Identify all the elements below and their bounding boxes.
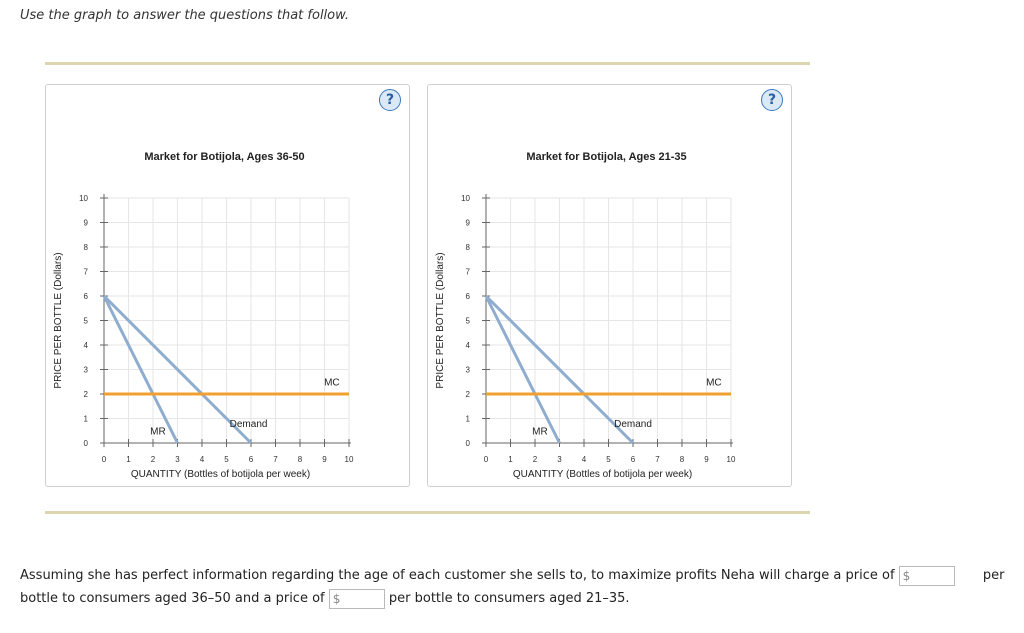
x-tick-label: 6 [249, 455, 254, 464]
x-tick-label: 0 [102, 455, 107, 464]
chart-title: Market for Botijola, Ages 21-35 [526, 151, 686, 163]
x-tick-label: 9 [322, 455, 327, 464]
x-tick-label: 4 [200, 455, 205, 464]
x-tick-label: 8 [680, 455, 685, 464]
x-axis-label: QUANTITY (Bottles of botijola per week) [131, 469, 310, 480]
y-tick-label: 3 [466, 366, 471, 375]
y-tick-label: 8 [466, 243, 471, 252]
chart-panel-ages-21-35: ? Market for Botijola, Ages 21-35 0 1 2 3 4 5 6… [427, 84, 792, 487]
x-tick-label: 1 [126, 455, 131, 464]
x-tick-label: 5 [224, 455, 229, 464]
question-part-4: per bottle to consumers aged 21–35. [388, 591, 630, 606]
y-tick-label: 10 [461, 194, 470, 203]
y-tick-label: 4 [84, 341, 89, 350]
demand-label: Demand [230, 419, 268, 430]
currency-symbol: $ [902, 568, 911, 583]
mr-line [484, 295, 561, 444]
x-tick-label: 8 [298, 455, 303, 464]
mr-label: MR [150, 426, 166, 437]
chart-ages-36-50[interactable]: Market for Botijola, Ages 36-50 0 1 2 3 4 5 6 7 8… [46, 85, 409, 486]
y-tick-label: 7 [466, 268, 471, 277]
y-tick-label: 5 [466, 317, 471, 326]
price-input-ages-36-50[interactable]: $ [898, 565, 955, 586]
y-tick-label: 1 [84, 415, 89, 424]
x-tick-label: 9 [704, 455, 709, 464]
y-tick-label: 0 [466, 439, 471, 448]
y-tick-label: 9 [84, 219, 89, 228]
mc-label: MC [324, 377, 340, 388]
x-tick-label: 10 [727, 455, 736, 464]
x-tick-label: 5 [606, 455, 611, 464]
x-tick-label: 7 [273, 455, 278, 464]
mc-label: MC [706, 377, 722, 388]
y-tick-label: 10 [79, 194, 88, 203]
x-tick-label: 10 [345, 455, 354, 464]
y-tick-label: 8 [84, 243, 89, 252]
price-field-ages-21-35[interactable] [341, 590, 382, 607]
y-tick-label: 0 [84, 439, 89, 448]
x-tick-label: 2 [533, 455, 538, 464]
y-axis-label: PRICE PER BOTTLE (Dollars) [53, 252, 64, 388]
x-tick-label: 7 [655, 455, 660, 464]
question-part-2: per [982, 568, 1005, 583]
divider-top [45, 62, 810, 65]
y-tick-label: 4 [466, 341, 471, 350]
demand-label: Demand [614, 419, 652, 430]
mr-label: MR [532, 426, 548, 437]
x-tick-label: 1 [508, 455, 513, 464]
instructions-text: Use the graph to answer the questions th… [20, 8, 350, 23]
demand-line [484, 294, 635, 445]
x-tick-label: 2 [151, 455, 156, 464]
y-tick-label: 3 [84, 366, 89, 375]
question-part-1: Assuming she has perfect information reg… [20, 568, 895, 583]
help-icon[interactable]: ? [379, 89, 401, 111]
question-part-3: bottle to consumers aged 36–50 and a pri… [20, 591, 325, 606]
y-tick-label: 7 [84, 268, 89, 277]
currency-symbol: $ [332, 591, 341, 606]
y-tick-label: 2 [466, 390, 471, 399]
chart-ages-21-35[interactable]: Market for Botijola, Ages 21-35 0 1 2 3 4 5 6 7 8… [428, 85, 791, 486]
y-tick-label: 1 [466, 415, 471, 424]
mr-line [102, 295, 179, 444]
question-text: Assuming she has perfect information reg… [20, 564, 1005, 610]
x-tick-label: 3 [557, 455, 562, 464]
price-input-ages-21-35[interactable]: $ [328, 588, 385, 609]
y-axis-label: PRICE PER BOTTLE (Dollars) [435, 252, 446, 388]
chart-panel-ages-36-50: ? Market for Botijola, Ages 36-50 0 1 2 3 4 5 6… [45, 84, 410, 487]
x-tick-label: 3 [175, 455, 180, 464]
divider-bottom [45, 511, 810, 514]
y-tick-label: 5 [84, 317, 89, 326]
y-tick-label: 6 [466, 292, 471, 301]
x-tick-label: 6 [631, 455, 636, 464]
x-tick-label: 4 [582, 455, 587, 464]
help-icon[interactable]: ? [761, 89, 783, 111]
chart-title: Market for Botijola, Ages 36-50 [144, 151, 304, 163]
y-tick-label: 9 [466, 219, 471, 228]
demand-line [102, 294, 253, 445]
x-axis-label: QUANTITY (Bottles of botijola per week) [513, 469, 692, 480]
x-tick-label: 0 [484, 455, 489, 464]
y-tick-label: 6 [84, 292, 89, 301]
price-field-ages-36-50[interactable] [911, 567, 952, 584]
y-tick-label: 2 [84, 390, 89, 399]
